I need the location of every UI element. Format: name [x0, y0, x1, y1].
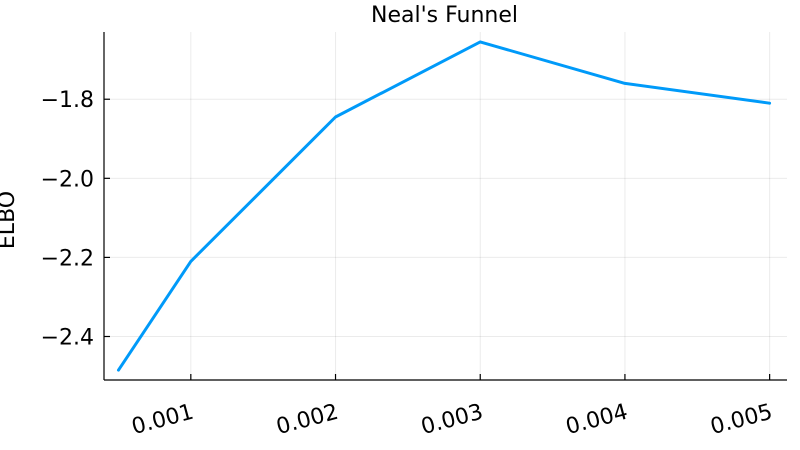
axes [103, 32, 787, 381]
series-layer [117, 40, 772, 372]
chart-title: Neal's Funnel [371, 3, 518, 28]
x-tick-label: 0.002 [274, 400, 341, 440]
x-tick-label: 0.003 [418, 400, 485, 440]
y-tick-label: −2.4 [41, 326, 94, 351]
grid [104, 32, 787, 380]
x-tick-label: 0.005 [708, 400, 775, 440]
y-axis-label: ELBO [0, 191, 20, 249]
x-ticks: 0.001 0.002 0.003 0.004 0.005 [129, 374, 775, 440]
y-tick-label: −1.8 [41, 88, 94, 113]
y-tick-label: −2.2 [41, 246, 94, 271]
x-tick-label: 0.001 [129, 400, 196, 440]
y-ticks: −2.4 −2.2 −2.0 −1.8 [41, 88, 110, 351]
x-tick-label: 0.004 [563, 400, 630, 440]
y-tick-label: −2.0 [41, 167, 94, 192]
series-line [117, 40, 772, 372]
